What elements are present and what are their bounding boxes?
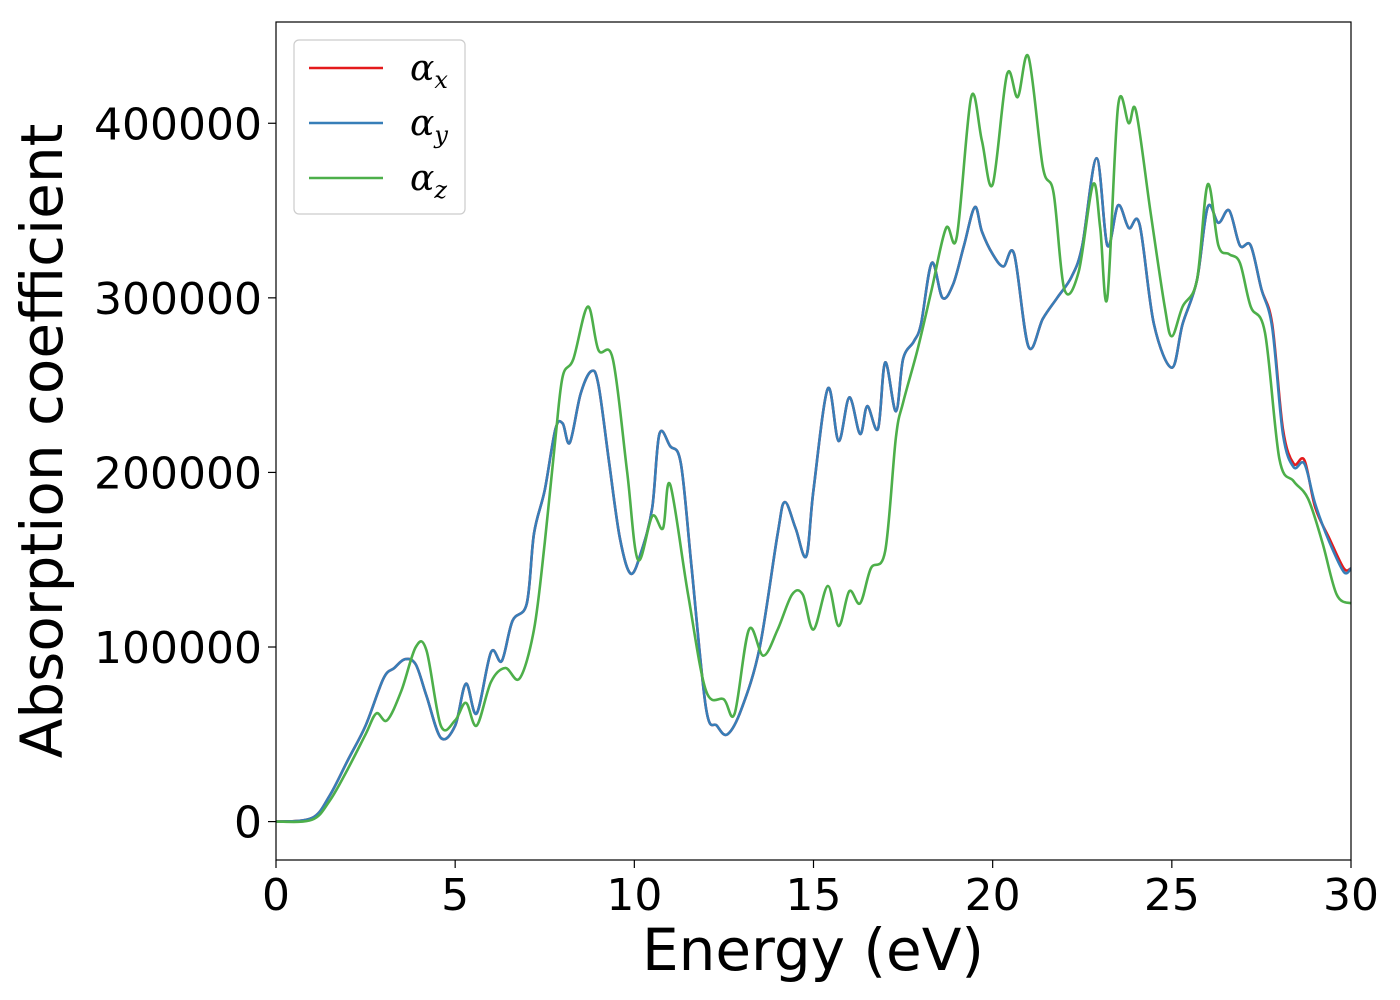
series-line-z xyxy=(275,53,1352,824)
x-tick-label: 10 xyxy=(606,870,662,921)
x-tick-label: 15 xyxy=(786,870,842,921)
y-tick-label: 100000 xyxy=(94,623,262,674)
series-layer xyxy=(275,53,1352,824)
y-tick-label: 400000 xyxy=(94,99,262,150)
y-tick-label: 300000 xyxy=(94,274,262,325)
legend-label-z: αz xyxy=(410,158,447,204)
y-tick-label: 200000 xyxy=(94,448,262,499)
legend-box xyxy=(293,39,466,215)
x-tick-label: 30 xyxy=(1323,870,1379,921)
x-axis-title: Energy (eV) xyxy=(642,916,984,984)
x-tick-label: 20 xyxy=(965,870,1021,921)
legend-label-x: αx xyxy=(410,48,448,94)
x-tick-label: 0 xyxy=(262,870,290,921)
series-line-y xyxy=(275,156,1352,823)
x-tick-label: 25 xyxy=(1144,870,1200,921)
y-axis-title: Absorption coefficient xyxy=(8,124,76,759)
x-axis: 0 5 10 15 20 25 30 xyxy=(262,860,1379,921)
y-axis: 0 100000 200000 300000 400000 xyxy=(94,99,276,849)
y-tick-label: 0 xyxy=(234,798,262,849)
legend: αx αy αz xyxy=(293,39,466,215)
legend-label-y: αy xyxy=(410,103,448,149)
x-tick-label: 5 xyxy=(441,870,469,921)
